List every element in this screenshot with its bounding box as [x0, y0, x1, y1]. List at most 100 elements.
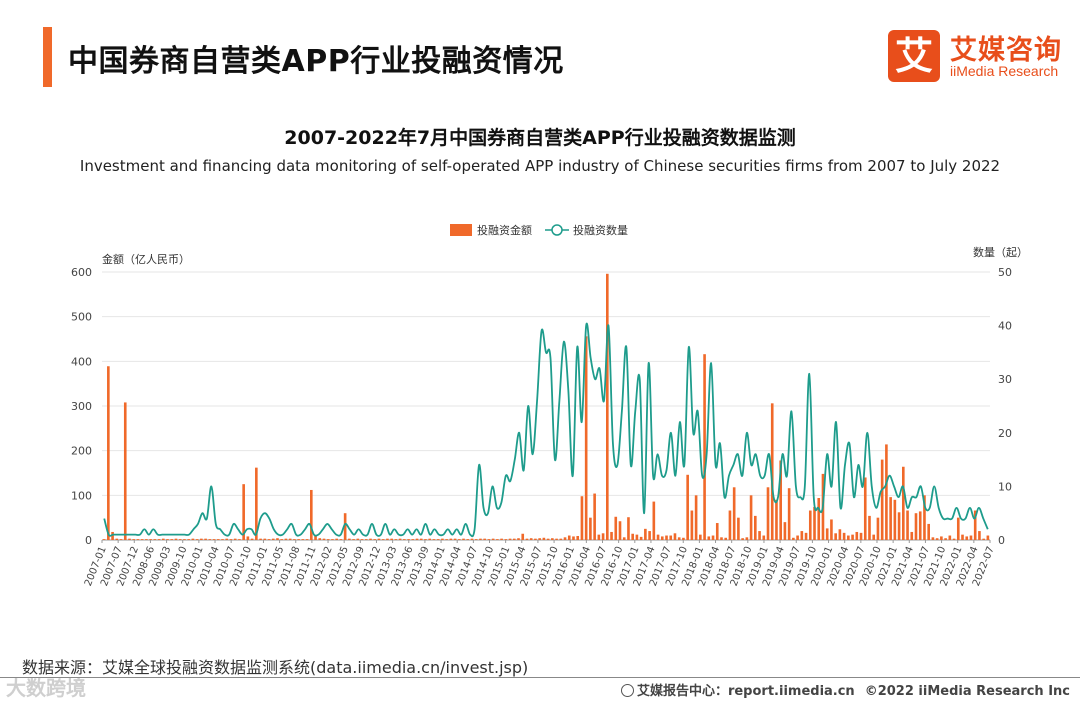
bar [458, 539, 461, 540]
bar [593, 493, 596, 540]
bar [462, 538, 465, 540]
bar [271, 538, 275, 540]
y-right-tick-label: 10 [998, 480, 1012, 493]
bar [927, 523, 930, 540]
bar [699, 534, 702, 540]
chart-subtitle: Investment and financing data monitoring… [79, 157, 1001, 175]
bar [555, 538, 558, 540]
bar [808, 510, 812, 540]
bar [229, 539, 233, 540]
bar [267, 539, 271, 540]
count-line [103, 322, 989, 538]
bar [944, 538, 947, 540]
bar [880, 459, 884, 540]
bar [174, 538, 178, 540]
bar [140, 539, 144, 540]
legend-bar-swatch [450, 224, 472, 236]
bar [517, 538, 520, 540]
bar [102, 539, 106, 540]
bar [690, 510, 694, 540]
bar [627, 517, 630, 540]
bar [580, 496, 584, 540]
bar [542, 537, 546, 540]
bar [889, 497, 892, 540]
bar [682, 537, 685, 540]
bar [487, 539, 491, 540]
bar [868, 515, 871, 540]
bar [631, 533, 634, 540]
bar [318, 538, 322, 540]
bar [715, 523, 719, 540]
bar [111, 531, 114, 540]
bar [326, 539, 330, 540]
y-left-tick-label: 400 [71, 355, 92, 368]
bar [847, 535, 850, 540]
bar [800, 531, 804, 540]
bar [597, 534, 601, 540]
bar [779, 460, 782, 540]
brand-name-cn: 艾媒咨询 [950, 35, 1062, 66]
bar [250, 538, 254, 540]
bar [766, 487, 770, 540]
bar [961, 534, 964, 540]
bar [364, 539, 368, 540]
bar [407, 539, 410, 540]
title-accent-bar [43, 27, 52, 87]
bar [386, 538, 389, 540]
globe-icon [620, 684, 634, 697]
bar [923, 495, 926, 540]
bar [301, 539, 305, 540]
bar [872, 534, 876, 540]
bar [390, 538, 393, 540]
bar [343, 513, 347, 540]
bar [978, 531, 981, 540]
bar [732, 487, 736, 540]
bar [762, 535, 766, 540]
bar [470, 538, 474, 540]
bar [787, 488, 791, 540]
y-right-tick-label: 50 [998, 266, 1012, 279]
bar [720, 537, 723, 540]
bar [855, 531, 859, 540]
bar [792, 537, 795, 540]
bar [635, 534, 639, 540]
bar [969, 535, 973, 540]
bar [322, 538, 326, 540]
bar [453, 538, 457, 540]
bar [563, 537, 567, 540]
bar [804, 532, 808, 540]
y-left-tick-label: 500 [71, 311, 92, 324]
bar [200, 538, 203, 540]
bar [521, 533, 525, 540]
bar [754, 515, 757, 540]
bar [914, 513, 918, 540]
chart-title: 2007-2022年7月中国券商自营类APP行业投融资数据监测 [284, 127, 796, 149]
bar [525, 538, 529, 540]
bar [606, 273, 609, 540]
bar [483, 538, 486, 540]
bar [305, 539, 309, 540]
bar [238, 539, 241, 540]
bar [669, 535, 673, 540]
bar [589, 517, 592, 540]
bar [195, 539, 199, 540]
bar [132, 539, 136, 540]
bar [191, 538, 195, 540]
bar [419, 538, 423, 540]
bar [618, 521, 622, 540]
bar [288, 538, 292, 540]
bar [940, 536, 943, 540]
footer-divider [0, 677, 1080, 678]
bar [745, 537, 749, 540]
bar [352, 539, 355, 540]
bar [331, 539, 334, 540]
report-center: 艾媒报告中心：report.iimedia.cn [636, 684, 855, 699]
bar [910, 531, 914, 540]
bar [982, 538, 985, 540]
bar [373, 539, 377, 540]
bar [500, 538, 503, 540]
bar [694, 495, 698, 540]
bar [622, 537, 626, 540]
bar [825, 528, 829, 540]
bar [424, 539, 427, 540]
